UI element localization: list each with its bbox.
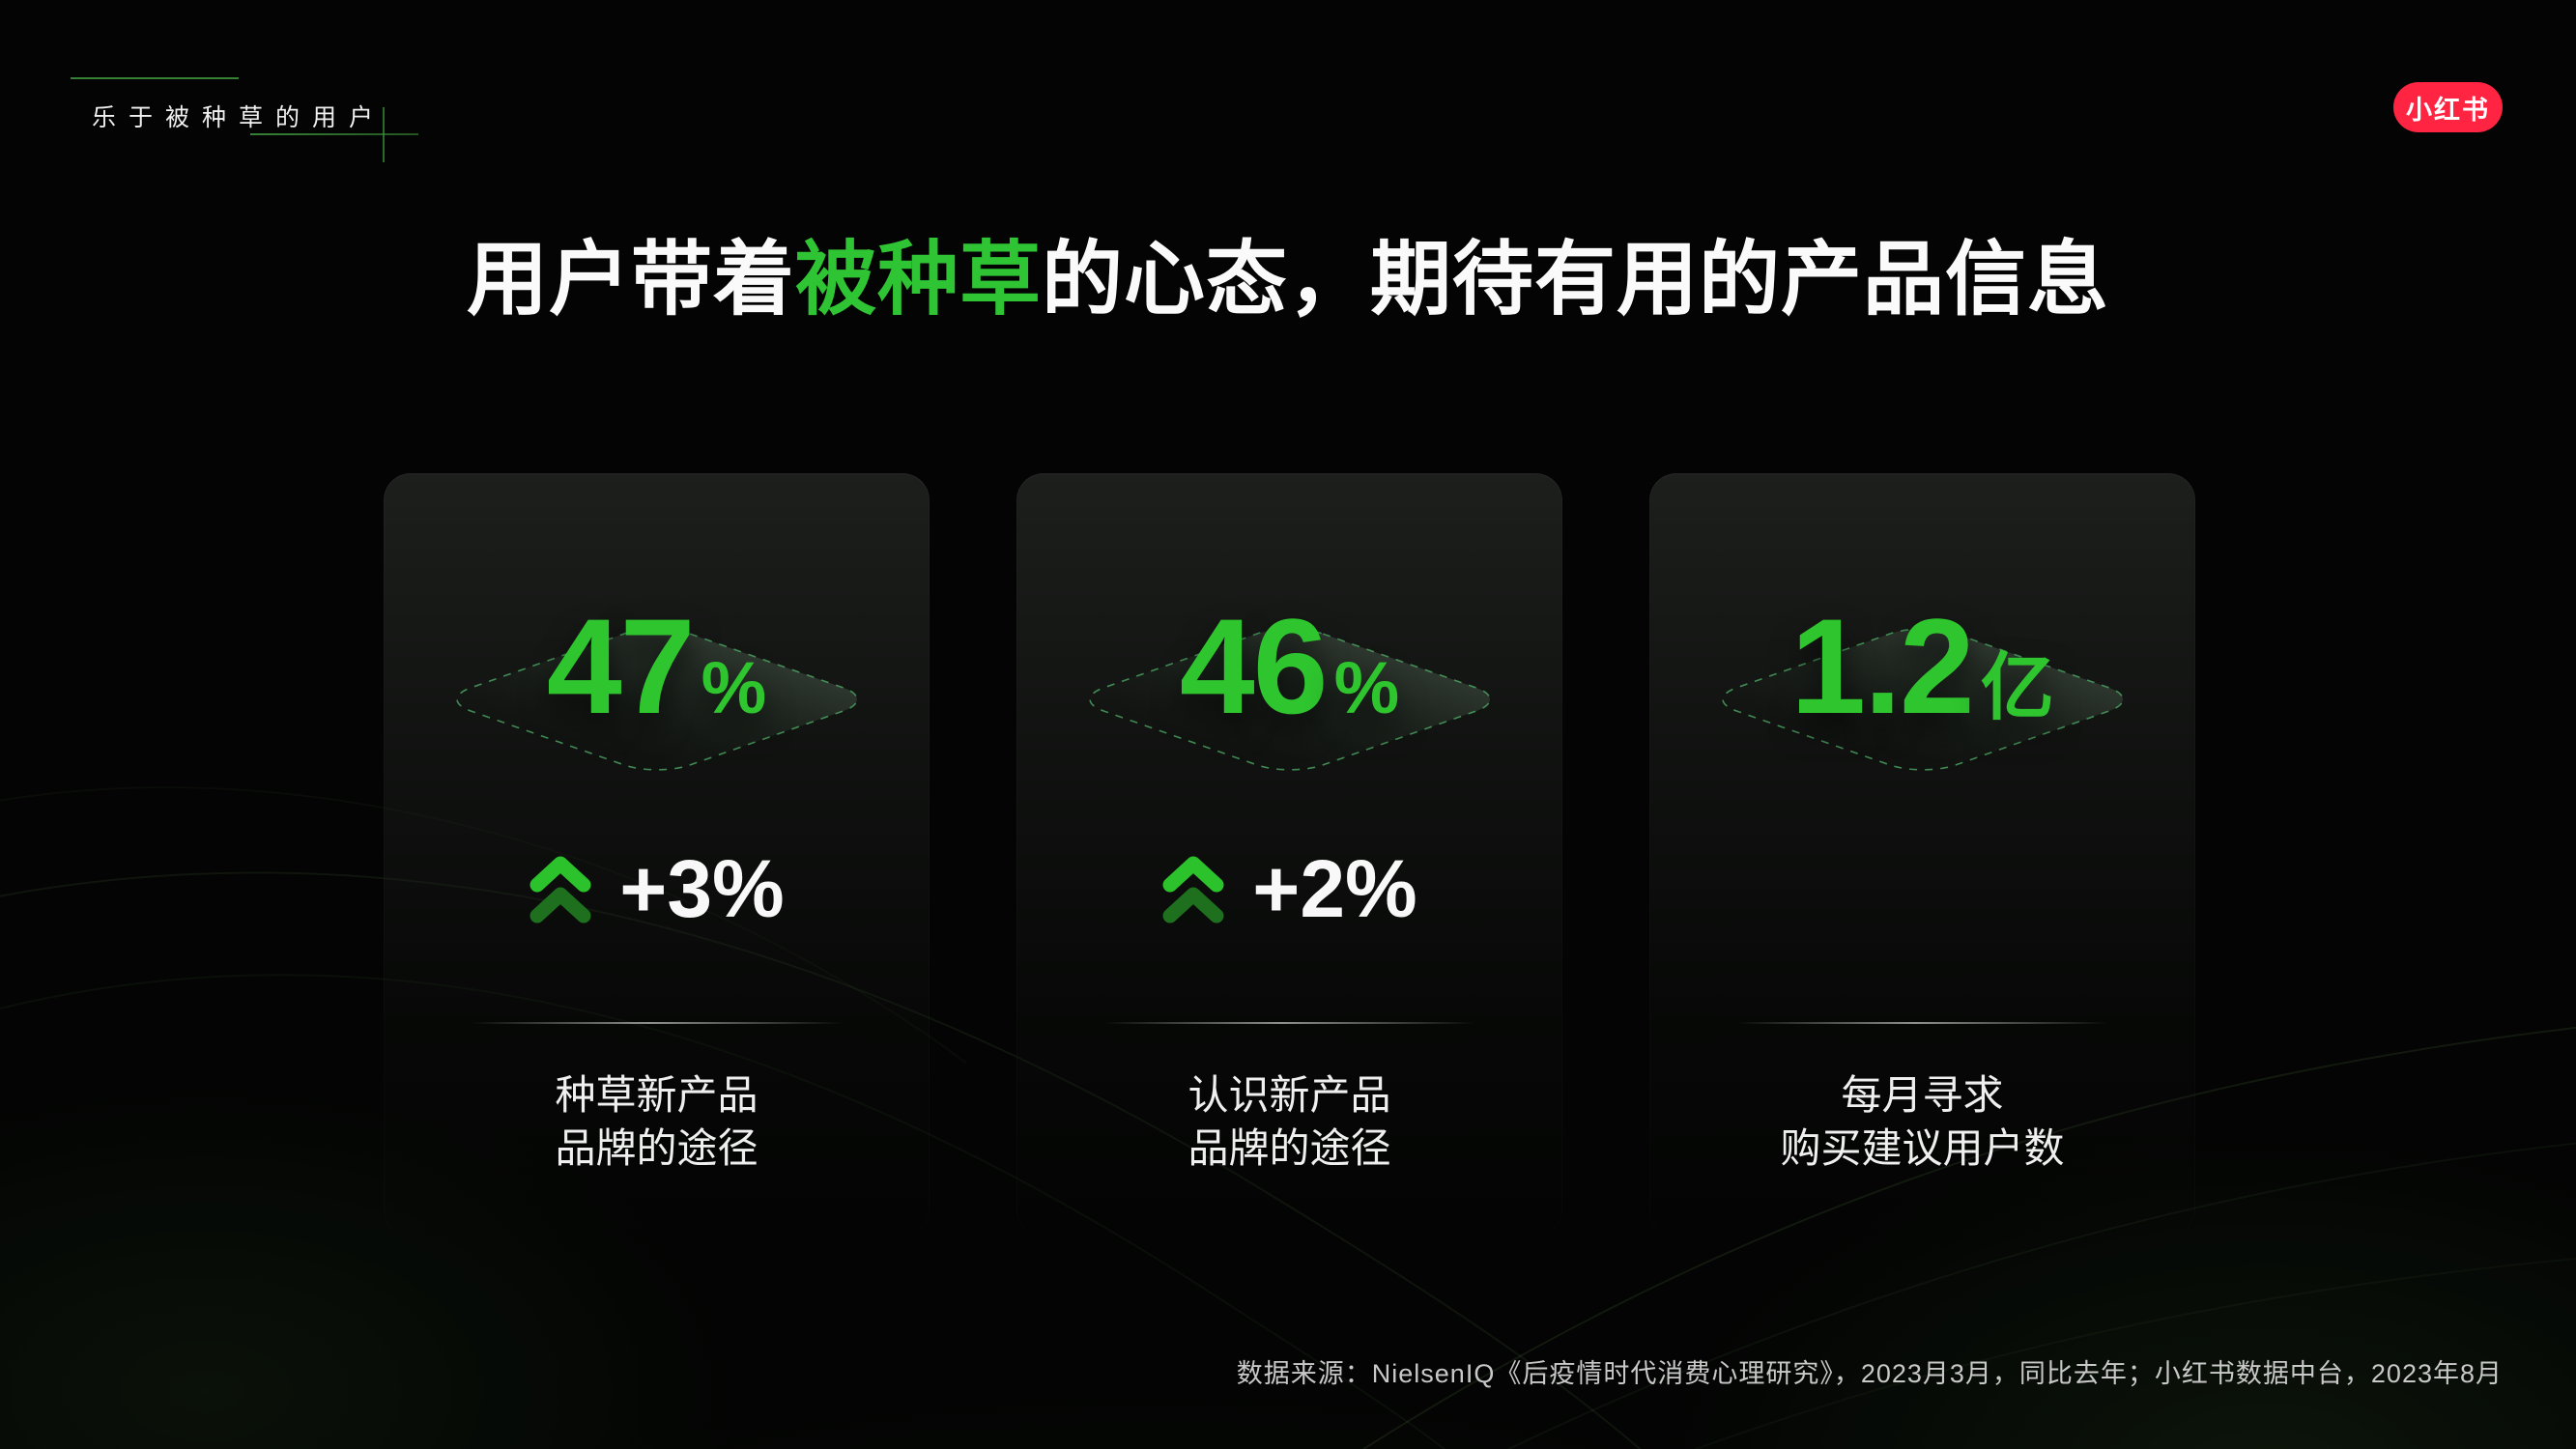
caption-line: 每月寻求 (1841, 1072, 2004, 1118)
caption-line: 购买建议用户数 (1780, 1125, 2065, 1172)
stat-change-value: +3% (619, 843, 785, 934)
caption-line: 品牌的途径 (1188, 1125, 1391, 1172)
diamond-platform (1699, 620, 2147, 779)
stat-change: +2% (1016, 848, 1562, 929)
stat-change-value: +2% (1252, 843, 1417, 934)
stat-number: 1.2 (1790, 590, 1975, 742)
stat-unit: 亿 (1980, 647, 2054, 729)
stat-number: 47 (546, 590, 696, 742)
diamond-platform (1066, 620, 1514, 779)
double-chevron-up-icon (530, 856, 591, 923)
stat-unit: % (1333, 647, 1400, 729)
title-highlight: 被种草 (794, 234, 1042, 325)
title-prefix: 用户带着 (466, 234, 795, 325)
section-label: 乐于被种草的用户 (92, 104, 386, 131)
caption-line: 品牌的途径 (555, 1125, 758, 1172)
stat-value: 1.2 亿 (1649, 599, 2195, 734)
stat-card-seeding-channel: 47% +3% 种草新产品 品牌的途径 (384, 473, 930, 1236)
stat-change: +3% (384, 848, 930, 929)
stat-number: 46 (1179, 590, 1329, 742)
stat-value: 47% (384, 599, 930, 734)
deco-line-vertical (383, 107, 385, 162)
double-chevron-up-icon (1162, 856, 1224, 923)
stat-caption: 认识新产品 品牌的途径 (1016, 1068, 1562, 1176)
deco-line-bottom (250, 133, 418, 135)
xiaohongshu-logo: 小红书 (2393, 82, 2503, 132)
title-suffix: 的心态，期待有用的产品信息 (1042, 234, 2110, 325)
divider (1103, 1022, 1475, 1024)
deco-line-top (71, 77, 239, 79)
caption-line: 认识新产品 (1188, 1072, 1391, 1118)
stat-card-monthly-advice-seekers: 1.2 亿 每月寻求 购买建议用户数 (1649, 473, 2195, 1236)
stat-unit: % (701, 647, 767, 729)
stat-caption: 每月寻求 购买建议用户数 (1649, 1068, 2195, 1176)
logo-text: 小红书 (2406, 95, 2490, 125)
stat-card-discovery-channel: 46% +2% 认识新产品 品牌的途径 (1016, 473, 1562, 1236)
page-title: 用户带着被种草的心态，期待有用的产品信息 (0, 214, 2576, 331)
data-source-note: 数据来源：NielsenIQ《后疫情时代消费心理研究》，2023月3月，同比去年… (1236, 1359, 2503, 1388)
stat-caption: 种草新产品 品牌的途径 (384, 1068, 930, 1176)
diamond-platform (433, 620, 881, 779)
caption-line: 种草新产品 (555, 1072, 758, 1118)
divider (471, 1022, 843, 1024)
stat-value: 46% (1016, 599, 1562, 734)
divider (1736, 1022, 2108, 1024)
